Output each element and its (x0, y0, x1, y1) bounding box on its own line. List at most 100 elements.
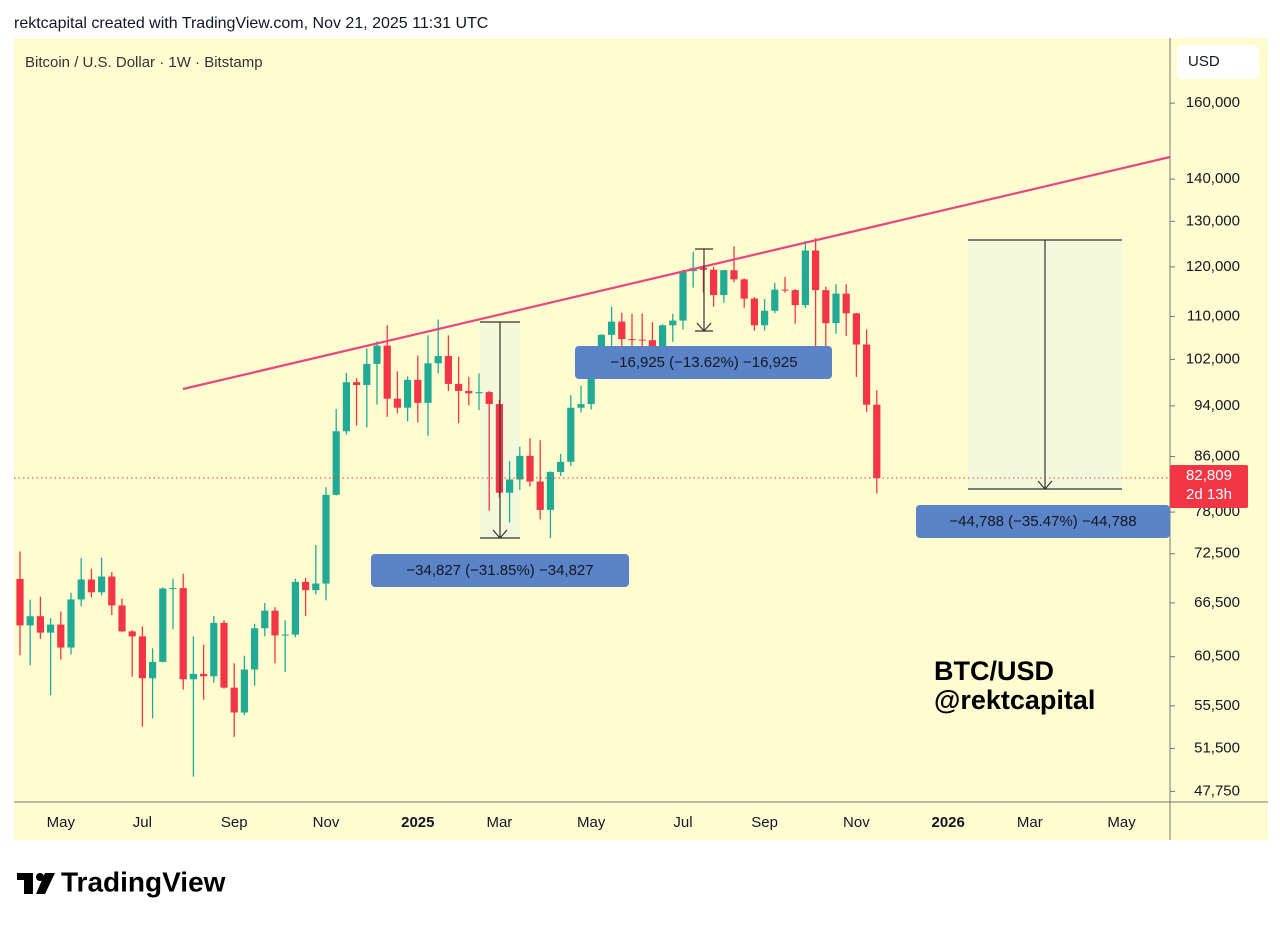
measure-arrow (696, 322, 712, 332)
measure-arrow (492, 529, 508, 539)
candle-body (363, 363, 371, 386)
candle-body (618, 321, 626, 340)
candle-body (67, 599, 75, 648)
candle-body (730, 270, 738, 280)
currency-box (1177, 45, 1259, 79)
logo-mark (24, 873, 33, 894)
x-tick-label: Mar (1017, 814, 1043, 831)
watermark: @rektcapital (934, 685, 1095, 715)
chart-title: Bitcoin / U.S. Dollar · 1W · Bitstamp (25, 54, 263, 71)
measure-label-box (575, 346, 832, 379)
trendline (182, 155, 1171, 391)
candle-body (220, 622, 228, 688)
candle-body (822, 290, 830, 324)
logo-mark (36, 873, 55, 894)
candle-body (842, 293, 850, 314)
y-tick-label: 60,500 (1194, 648, 1240, 665)
candle-body (414, 379, 422, 403)
candle-body (159, 588, 167, 662)
measure-labels: −34,827 (−31.85%) −34,827 −16,925 (−13.6… (371, 346, 1170, 587)
y-tick-label: 47,750 (1194, 782, 1240, 799)
x-tick-label: Jul (673, 814, 692, 831)
countdown: 2d 13h (1186, 486, 1232, 503)
candle-body (271, 610, 279, 636)
x-tick-label: May (1107, 814, 1136, 831)
candle-body (557, 461, 565, 472)
candle-body (261, 610, 269, 629)
candle-body (169, 588, 177, 590)
candle-body (251, 628, 259, 670)
candle-body (230, 687, 238, 713)
y-tick-label: 120,000 (1186, 258, 1240, 275)
last-price-box (1170, 465, 1248, 509)
y-tick-label: 66,500 (1194, 594, 1240, 611)
x-tick-label: Jul (133, 814, 152, 831)
logo-mark (36, 873, 44, 881)
candle-body (189, 673, 197, 680)
candle-body (771, 289, 779, 311)
candle-body (200, 673, 208, 677)
candle-body (750, 298, 758, 326)
candle-body (444, 356, 452, 384)
x-tick-label: May (47, 814, 76, 831)
candle-body (342, 382, 350, 432)
candle-body (108, 576, 116, 606)
candle-body (791, 290, 799, 306)
candle-body (179, 588, 187, 680)
candle-body (659, 325, 667, 366)
y-tick-label: 140,000 (1186, 170, 1240, 187)
candle-body (506, 479, 514, 493)
candle-body (720, 270, 728, 296)
y-tick-label: 110,000 (1187, 307, 1240, 324)
candle-body (47, 624, 55, 633)
x-tick-label: 2026 (932, 814, 965, 831)
candle-body (485, 392, 493, 405)
x-tick-label: Sep (221, 814, 248, 831)
measure-label: −34,827 (−31.85%) −34,827 (406, 562, 593, 579)
y-tick-label: 51,500 (1194, 739, 1240, 756)
candle-body (638, 339, 646, 341)
candle-body (393, 398, 401, 408)
candle-body (210, 622, 218, 677)
measure-label-box (371, 554, 629, 587)
candle-body (781, 289, 789, 291)
candle-body (353, 382, 361, 386)
candle-body (240, 669, 248, 713)
last-price-label: 82,809 (1186, 467, 1232, 484)
y-tick-label: 102,000 (1186, 350, 1240, 367)
candle-body (465, 390, 473, 394)
candle-body (801, 250, 809, 306)
y-tick-label: 86,000 (1194, 447, 1240, 464)
x-tick-label: Mar (486, 814, 512, 831)
candle-body (475, 392, 483, 394)
candle-body (291, 581, 299, 635)
candle-body (516, 455, 524, 480)
measure-arrow (1037, 480, 1053, 490)
candle-body (434, 356, 442, 364)
candle-body (36, 616, 44, 633)
logo: TradingView (17, 866, 226, 897)
x-tick-label: Nov (843, 814, 870, 831)
x-tick-label: 2025 (401, 814, 434, 831)
candle-body (383, 345, 391, 399)
candle-body (577, 404, 585, 408)
watermark: BTC/USD (934, 656, 1054, 686)
x-tick-label: Sep (751, 814, 778, 831)
candle-body (873, 404, 881, 479)
y-tick-label: 130,000 (1186, 212, 1240, 229)
measure-label: −44,788 (−35.47%) −44,788 (949, 513, 1136, 530)
y-tick-label: 72,500 (1194, 545, 1240, 562)
candle-body (608, 321, 616, 335)
candle-body (455, 383, 463, 391)
x-tick-label: Nov (313, 814, 340, 831)
y-tick-label: 94,000 (1194, 397, 1240, 414)
candle-body (322, 494, 330, 584)
logo-text: TradingView (61, 866, 226, 897)
candle-body (26, 616, 34, 626)
candle-body (373, 345, 381, 364)
candle-body (536, 481, 544, 510)
candle-body (710, 269, 718, 296)
candle-body (149, 661, 157, 679)
drawings (182, 155, 1171, 539)
